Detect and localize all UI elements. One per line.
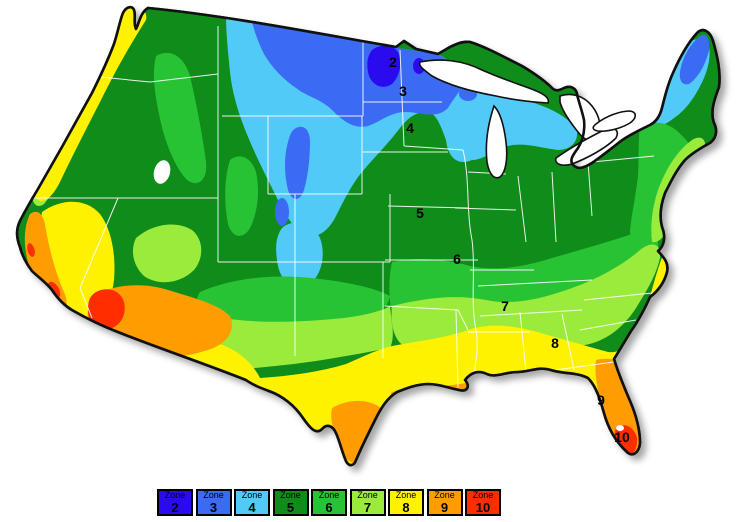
zone-3-region-rockies-south [275, 198, 289, 226]
zone-2-region [367, 45, 401, 87]
legend-zone-word: Zone [280, 490, 301, 500]
legend-zone-number: 4 [248, 500, 256, 515]
legend-item-zone-6: Zone 6 [311, 489, 347, 516]
legend-item-zone-2: Zone 2 [157, 489, 193, 516]
map-zone-label-6: 6 [453, 251, 461, 267]
legend-item-zone-10: Zone 10 [465, 489, 501, 516]
zone-labels: 23 4 5 6 7 8 9 10 [389, 54, 630, 445]
legend-zone-number: 7 [363, 500, 372, 515]
zone-3-region-maine [679, 34, 710, 85]
lake-michigan [485, 104, 508, 179]
legend-zone-number: 8 [402, 500, 410, 515]
legend-item-zone-7: Zone 7 [349, 489, 386, 516]
map-zone-label-2: 2 [389, 54, 397, 70]
zone-7-region-greatbasin [132, 224, 202, 283]
legend-item-zone-5: Zone 5 [272, 489, 309, 516]
legend-zone-word: Zone [203, 490, 224, 500]
zone-6-region-cascades [153, 52, 207, 184]
legend-item-zone-8: Zone 8 [388, 489, 424, 516]
legend-zone-word: Zone [434, 490, 455, 500]
legend-zone-number: 9 [440, 500, 449, 515]
zone-3-region [252, 21, 470, 127]
map-zone-label-8: 8 [551, 335, 559, 351]
zone-10-region-central-coast [27, 243, 35, 257]
legend-zone-word: Zone [241, 490, 263, 500]
zone-6-region-greatbasin [225, 156, 258, 236]
map-zone-label-5: 5 [416, 205, 424, 221]
lake-superior [418, 59, 550, 104]
zone-10-region-desert [88, 289, 125, 330]
legend-zone-number: 2 [171, 500, 179, 515]
legend-zone-number: 5 [286, 500, 295, 515]
legend-zone-word: Zone [395, 490, 417, 500]
map-zone-label-3: 3 [399, 83, 407, 99]
legend-item-zone-3: Zone 3 [195, 489, 232, 516]
legend-zone-number: 3 [209, 500, 218, 515]
legend-zone-number: 10 [475, 500, 491, 515]
legend-item-zone-4: Zone 4 [234, 489, 270, 516]
map-zone-label-4: 4 [406, 120, 414, 136]
state-borders [30, 26, 663, 391]
zone-9-region-south-texas [331, 400, 391, 465]
lake-erie [554, 127, 619, 166]
zone-4-region-colorado [276, 222, 323, 288]
lake-okeechobee [616, 425, 624, 431]
great-salt-lake [153, 160, 171, 184]
zone-7-region-east [391, 244, 661, 346]
map-zone-label-7: 7 [501, 298, 509, 314]
legend-zone-word: Zone [357, 490, 378, 500]
legend-zone-number: 6 [325, 500, 333, 515]
zone-3-region-rockies [285, 126, 310, 199]
zone-8-region-pacific-coast [34, 7, 147, 202]
legend-zone-word: Zone [164, 490, 186, 500]
legend: Zone 2 Zone 3 Zone 4 Zone 5 Zone 6 Zone 7 Zone 8 Zone 9… [157, 489, 501, 516]
map-zone-label-10: 10 [614, 429, 630, 445]
us-outline [15, 5, 721, 467]
legend-zone-word: Zone [318, 490, 340, 500]
legend-zone-word: Zone [472, 490, 494, 500]
map-zone-label-9: 9 [597, 392, 605, 408]
lake-ontario [592, 110, 637, 132]
legend-item-zone-9: Zone 9 [426, 489, 463, 516]
